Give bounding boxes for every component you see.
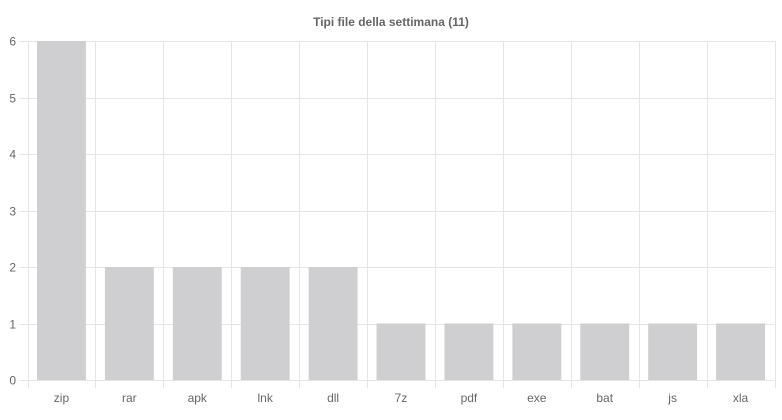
x-tick-label: lnk	[258, 391, 274, 405]
x-tick-label: zip	[54, 391, 70, 405]
bar-zip	[37, 41, 86, 380]
y-tick-label: 5	[9, 92, 16, 106]
x-tick-label: apk	[188, 391, 208, 405]
y-tick-label: 4	[9, 148, 16, 162]
bar-apk	[172, 267, 222, 380]
bar-lnk	[240, 267, 290, 380]
bar-bat	[580, 323, 630, 380]
y-tick-label: 2	[9, 261, 16, 275]
x-tick-label: pdf	[461, 391, 478, 405]
chart-title: Tipi file della settimana (11)	[313, 15, 469, 29]
x-tick-label: rar	[122, 391, 137, 405]
x-tick-label: bat	[596, 391, 613, 405]
bar-xla	[716, 323, 765, 380]
bar-js	[648, 323, 698, 380]
y-tick-label: 0	[9, 374, 16, 388]
bar-dll	[308, 267, 358, 380]
x-tick-label: xla	[733, 391, 749, 405]
x-tick-label: dll	[327, 391, 339, 405]
bar-pdf	[444, 323, 494, 380]
bar-rar	[104, 267, 154, 380]
x-tick-label: js	[667, 391, 677, 405]
x-tick-label: 7z	[395, 391, 408, 405]
y-tick-label: 1	[9, 318, 16, 332]
bar-exe	[512, 323, 562, 380]
x-tick-label: exe	[527, 391, 547, 405]
bar-7z	[376, 323, 426, 380]
y-tick-label: 6	[9, 35, 16, 49]
y-tick-label: 3	[9, 205, 16, 219]
